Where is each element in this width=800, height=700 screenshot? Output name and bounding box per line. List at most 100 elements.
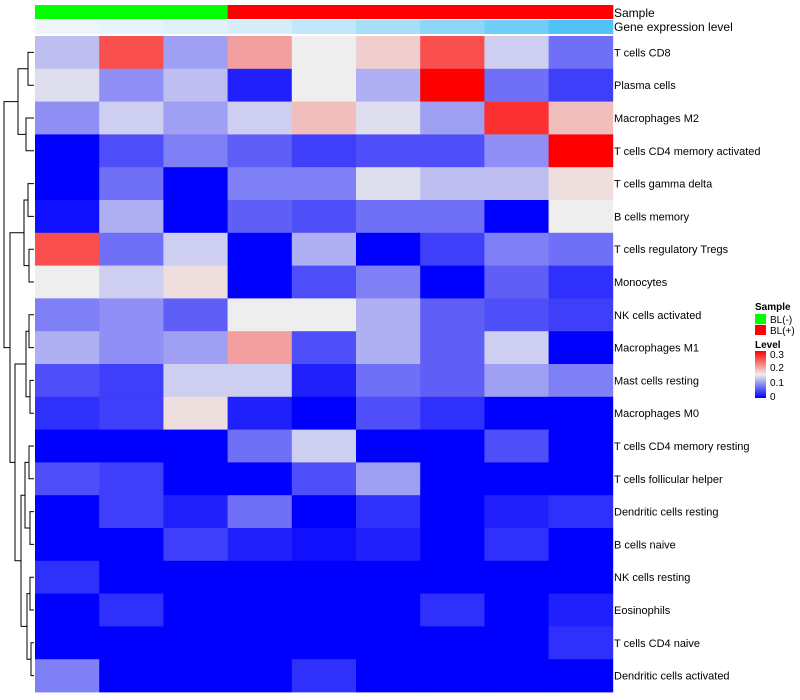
heatmap-cell [35, 593, 100, 627]
heatmap-cell [35, 36, 100, 70]
heatmap-cell [99, 101, 164, 135]
heatmap-cell [356, 232, 421, 266]
heatmap-cell [420, 167, 485, 201]
heatmap-cell [484, 167, 549, 201]
heatmap-cell [548, 200, 614, 234]
heatmap-cell [227, 495, 293, 529]
heatmap-cell [35, 364, 100, 398]
heatmap-cell [99, 36, 164, 70]
heatmap-cell [548, 167, 614, 201]
row-label: NK cells resting [614, 572, 690, 584]
heatmap-cell [420, 331, 485, 365]
heatmap-cell [291, 462, 357, 496]
dendrogram-branch [28, 314, 34, 349]
heatmap-cell [356, 101, 421, 135]
heatmap-cell [227, 101, 293, 135]
annotation-expression-cell [420, 20, 485, 34]
heatmap-cell [99, 659, 164, 693]
heatmap-cell [356, 200, 421, 234]
heatmap-cell [548, 528, 614, 562]
heatmap-cell [99, 560, 164, 594]
heatmap-cell [356, 364, 421, 398]
heatmap-cell [484, 101, 549, 135]
heatmap-cell [163, 462, 228, 496]
heatmap-cell [484, 659, 549, 693]
legend-tick-2: 0.1 [770, 378, 784, 389]
heatmap-cell [420, 462, 485, 496]
annotation-label-sample: Sample [614, 6, 655, 20]
heatmap-cell [420, 396, 485, 430]
annotation-sample-cell [356, 5, 421, 19]
heatmap-cell [291, 593, 357, 627]
dendrogram-branch [28, 248, 34, 283]
heatmap-cell [420, 659, 485, 693]
row-label: T cells CD4 memory resting [614, 441, 750, 453]
column-annotations [35, 5, 614, 34]
dendrogram-branch [9, 232, 24, 463]
heatmap-cell [35, 167, 100, 201]
legend-swatch-bl-neg [755, 314, 766, 324]
heatmap-cell [356, 560, 421, 594]
legend-swatch-bl-pos [755, 325, 766, 335]
heatmap-cell [163, 593, 228, 627]
heatmap-cell [356, 36, 421, 70]
legend-tick-1: 0.2 [770, 363, 784, 374]
heatmap-cell [420, 528, 485, 562]
heatmap-cell [484, 396, 549, 430]
heatmap-cell [420, 200, 485, 234]
heatmap-cell [548, 331, 614, 365]
heatmap-cell [484, 298, 549, 332]
heatmap-cell [35, 429, 100, 463]
heatmap-cell [484, 265, 549, 299]
legend-color-bar [755, 351, 766, 398]
row-label: T cells CD4 memory activated [614, 146, 761, 158]
row-label: Eosinophils [614, 605, 671, 617]
row-label: Macrophages M0 [614, 408, 699, 420]
heatmap-cell [227, 364, 293, 398]
legend-tick-0: 0.3 [770, 350, 784, 361]
heatmap-cell [484, 36, 549, 70]
heatmap-cell [35, 331, 100, 365]
dendrogram-branch [27, 51, 34, 86]
heatmap-cell [163, 331, 228, 365]
legend: Sample BL(-) BL(+) Level 0.3 0.2 0.1 0 [755, 302, 795, 403]
heatmap-cell [484, 626, 549, 660]
heatmap-cell [227, 462, 293, 496]
dendrogram-branch [29, 511, 34, 545]
dendrogram-branch [25, 117, 34, 152]
heatmap-cell [548, 659, 614, 693]
heatmap-cell [99, 626, 164, 660]
annotation-expression-cell [163, 20, 229, 34]
heatmap-cell [548, 265, 614, 299]
heatmap-cell [291, 560, 357, 594]
row-label: NK cells activated [614, 310, 701, 322]
heatmap-cell [35, 560, 100, 594]
annotation-expression-cell [99, 20, 164, 34]
heatmap-cell [227, 265, 293, 299]
heatmap-cell [163, 167, 228, 201]
heatmap-cells [35, 36, 614, 693]
heatmap-cell [356, 396, 421, 430]
dendrogram-branch [28, 445, 34, 480]
heatmap-cell [227, 331, 293, 365]
heatmap-cell [356, 429, 421, 463]
legend-tick-3: 0 [770, 392, 776, 403]
heatmap-cell [548, 298, 614, 332]
heatmap-cell [356, 593, 421, 627]
heatmap-cell [291, 265, 357, 299]
heatmap-cell [548, 495, 614, 529]
row-label: Dendritic cells activated [614, 671, 730, 683]
annotation-sample-cell [163, 5, 229, 19]
heatmap-cell [227, 528, 293, 562]
row-dendrogram [3, 51, 34, 677]
annotation-expression-cell [35, 20, 100, 34]
heatmap-cell [163, 396, 228, 430]
heatmap-cell [99, 462, 164, 496]
heatmap-cell [291, 429, 357, 463]
heatmap-cell [420, 134, 485, 168]
dendrogram-branch [3, 101, 18, 349]
heatmap-cell [291, 659, 357, 693]
heatmap-cell [99, 200, 164, 234]
heatmap-cell [291, 331, 357, 365]
heatmap-cell [35, 626, 100, 660]
